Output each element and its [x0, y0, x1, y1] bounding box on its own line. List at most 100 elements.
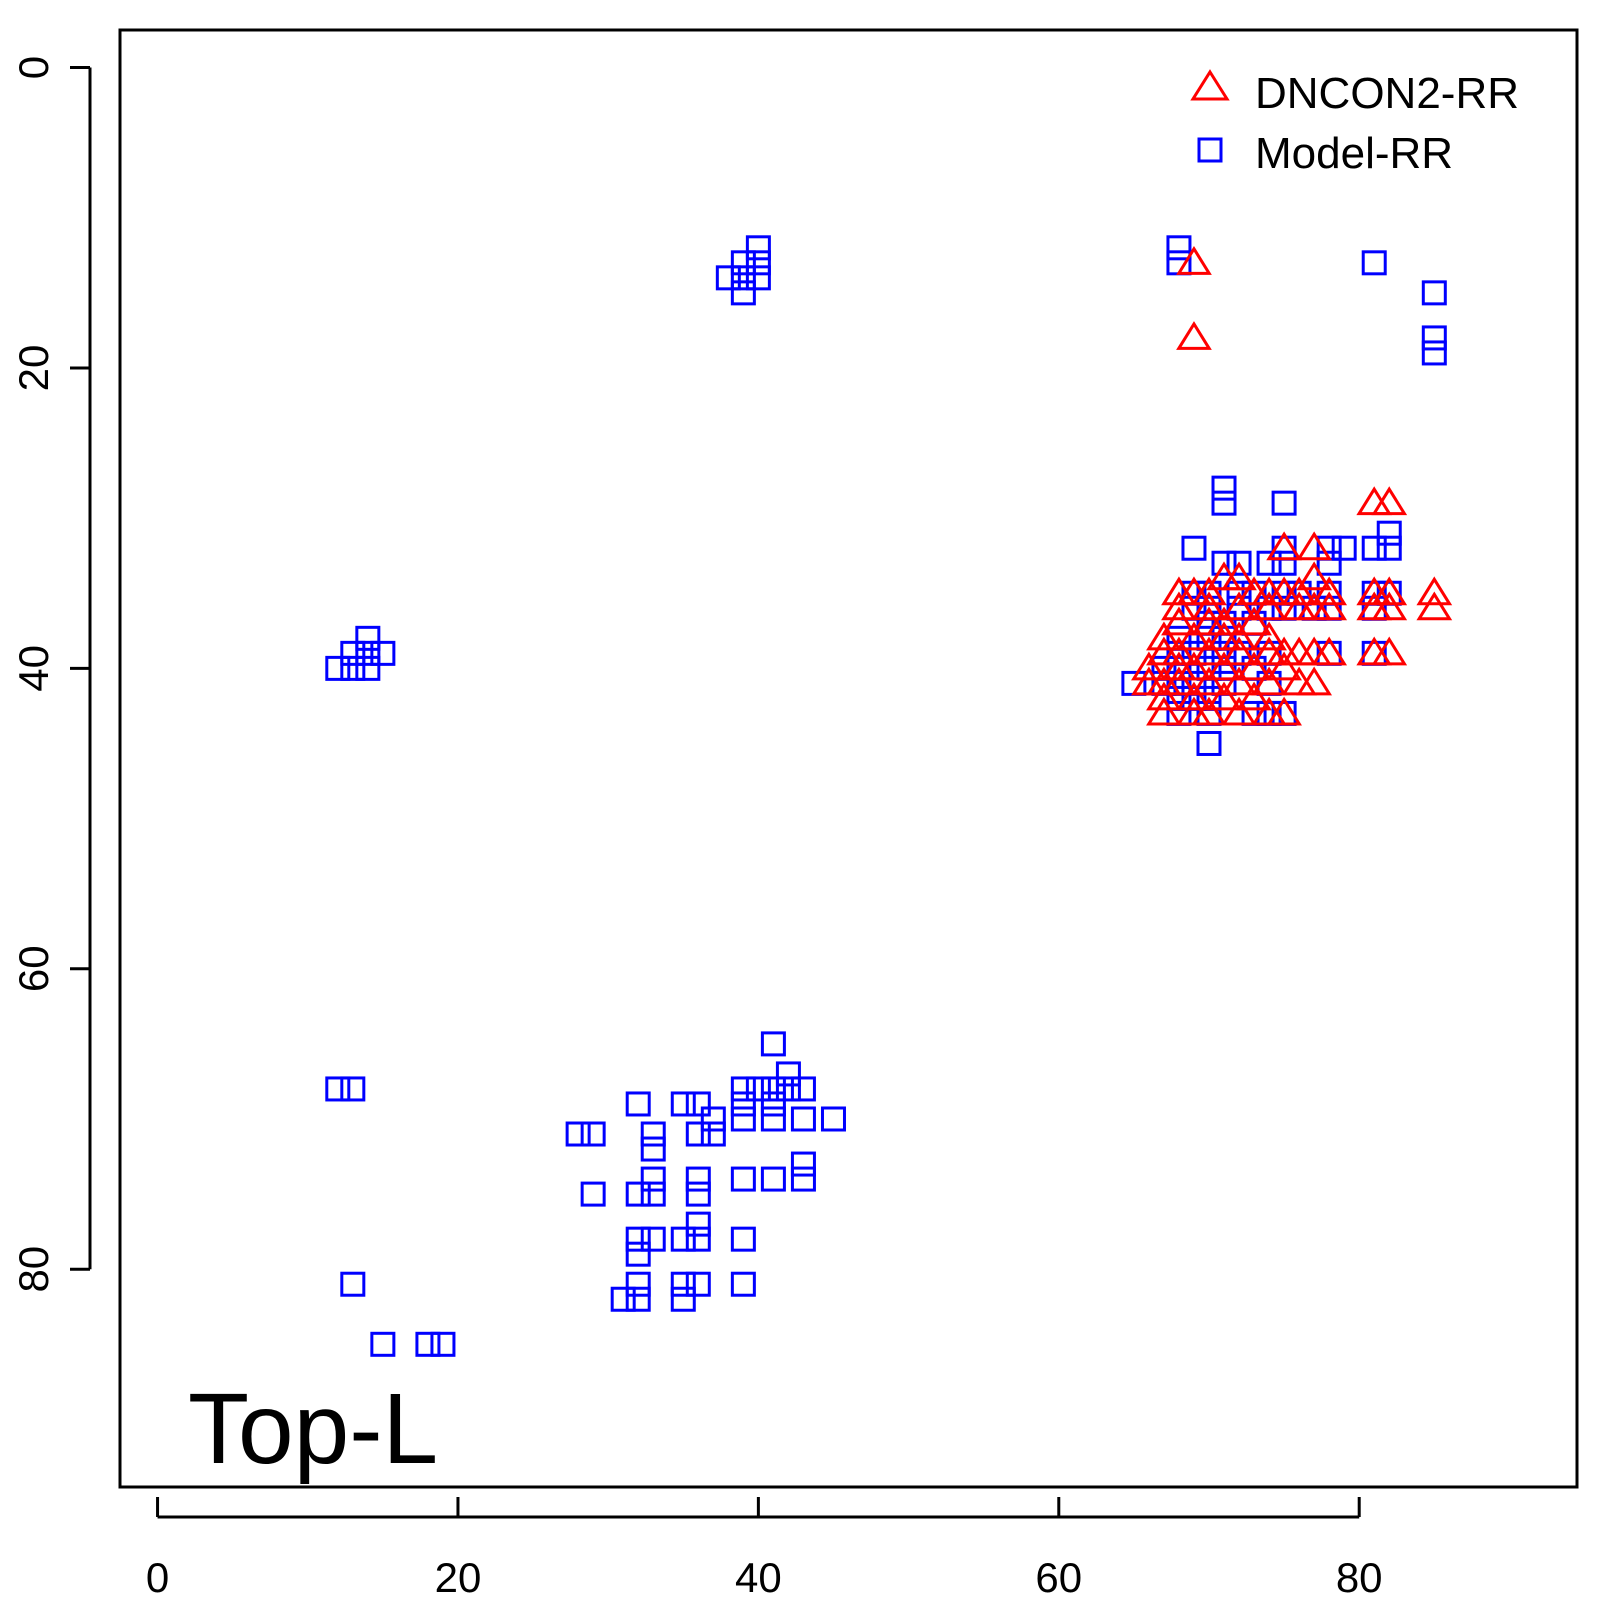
point-model-rr: [430, 1331, 456, 1357]
point-model-rr: [1166, 235, 1192, 261]
series-dncon2-rr: [1131, 245, 1453, 726]
point-dncon2-rr: [1251, 621, 1287, 651]
point-model-rr: [370, 640, 396, 666]
point-model-rr: [790, 1106, 816, 1132]
point-dncon2-rr: [1296, 531, 1333, 561]
point-model-rr: [685, 1271, 711, 1297]
point-model-rr: [625, 1226, 651, 1252]
point-model-rr: [790, 1076, 816, 1102]
point-model-rr: [640, 1181, 666, 1207]
point-model-rr: [685, 1211, 711, 1237]
point-dncon2-rr: [1176, 621, 1212, 651]
point-dncon2-rr: [1176, 321, 1212, 350]
point-dncon2-rr: [1176, 651, 1212, 681]
point-model-rr: [1421, 280, 1447, 306]
point-model-rr: [1181, 535, 1207, 561]
point-model-rr: [670, 1271, 696, 1297]
point-dncon2-rr: [1221, 666, 1257, 696]
point-model-rr: [325, 1076, 351, 1102]
point-model-rr: [640, 1136, 666, 1162]
point-model-rr: [370, 1331, 396, 1357]
point-model-rr: [670, 1091, 696, 1117]
point-model-rr: [730, 265, 756, 291]
plot-frame: [118, 28, 1579, 1489]
point-dncon2-rr: [1311, 591, 1348, 621]
point-dncon2-rr: [1221, 621, 1257, 651]
point-model-rr: [670, 1286, 696, 1312]
point-dncon2-rr: [1146, 621, 1182, 651]
point-dncon2-rr: [1161, 606, 1197, 636]
point-model-rr: [685, 1121, 711, 1147]
point-model-rr: [325, 655, 351, 681]
point-model-rr: [715, 265, 741, 291]
data-points: [325, 235, 1453, 1357]
point-dncon2-rr: [1251, 591, 1287, 621]
series-model-rr: [325, 235, 1447, 1357]
point-dncon2-rr: [1191, 636, 1227, 666]
corner-annotation: Top-L: [188, 1373, 438, 1485]
point-model-rr: [730, 1226, 756, 1252]
point-dncon2-rr: [1131, 651, 1167, 681]
point-dncon2-rr: [1161, 666, 1197, 696]
y-tick-label: 40: [10, 645, 57, 692]
x-tick-label: 20: [435, 1554, 482, 1600]
point-model-rr: [625, 1271, 651, 1297]
point-model-rr: [1211, 490, 1237, 516]
point-dncon2-rr: [1206, 606, 1242, 636]
point-dncon2-rr: [1191, 666, 1227, 696]
point-dncon2-rr: [1296, 666, 1333, 696]
point-model-rr: [1361, 535, 1387, 561]
point-model-rr: [640, 1121, 666, 1147]
point-model-rr: [1271, 550, 1297, 576]
point-dncon2-rr: [1281, 666, 1317, 696]
point-dncon2-rr: [1191, 576, 1227, 606]
x-tick-label: 80: [1336, 1554, 1383, 1600]
point-model-rr: [700, 1121, 726, 1147]
point-model-rr: [340, 655, 366, 681]
point-model-rr: [820, 1106, 846, 1132]
point-model-rr: [790, 1151, 816, 1177]
legend-label-dncon2-rr: DNCON2-RR: [1255, 69, 1519, 118]
point-dncon2-rr: [1206, 681, 1242, 711]
point-model-rr: [790, 1166, 816, 1192]
point-model-rr: [730, 1106, 756, 1132]
point-model-rr: [745, 250, 771, 276]
point-model-rr: [340, 1076, 366, 1102]
point-dncon2-rr: [1146, 696, 1182, 726]
y-axis: 0 20 40 60 80: [10, 56, 92, 1293]
point-dncon2-rr: [1191, 591, 1227, 621]
point-model-rr: [580, 1121, 606, 1147]
point-dncon2-rr: [1281, 576, 1317, 606]
point-dncon2-rr: [1371, 636, 1408, 666]
point-dncon2-rr: [1206, 651, 1242, 681]
point-model-rr: [685, 1226, 711, 1252]
point-model-rr: [625, 1286, 651, 1312]
point-model-rr: [1211, 550, 1237, 576]
point-model-rr: [685, 1091, 711, 1117]
point-model-rr: [730, 1091, 756, 1117]
point-dncon2-rr: [1371, 486, 1408, 516]
point-model-rr: [760, 1091, 786, 1117]
point-dncon2-rr: [1176, 245, 1212, 275]
point-model-rr: [1196, 730, 1222, 756]
point-dncon2-rr: [1146, 681, 1182, 711]
point-model-rr: [685, 1166, 711, 1192]
point-model-rr: [415, 1331, 441, 1357]
point-model-rr: [1331, 535, 1357, 561]
point-model-rr: [745, 235, 771, 261]
point-dncon2-rr: [1251, 666, 1287, 696]
point-dncon2-rr: [1161, 591, 1197, 621]
point-dncon2-rr: [1416, 591, 1453, 621]
point-model-rr: [565, 1121, 591, 1147]
point-dncon2-rr: [1236, 681, 1272, 711]
legend-marker-dncon2-rr: [1190, 69, 1230, 101]
point-model-rr: [340, 640, 366, 666]
point-model-rr: [1376, 535, 1402, 561]
point-dncon2-rr: [1311, 576, 1348, 606]
point-dncon2-rr: [1371, 591, 1408, 621]
point-model-rr: [355, 640, 381, 666]
point-model-rr: [610, 1286, 636, 1312]
point-dncon2-rr: [1266, 696, 1302, 726]
legend-marker-model-rr: [1197, 137, 1223, 163]
point-dncon2-rr: [1371, 576, 1408, 606]
